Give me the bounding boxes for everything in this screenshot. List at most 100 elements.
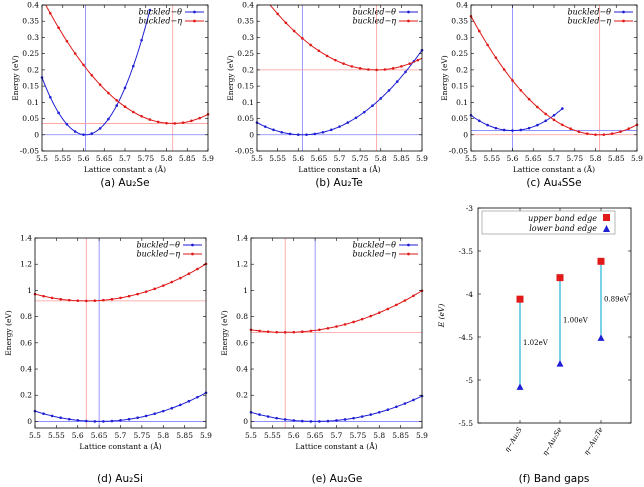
data-point (263, 125, 267, 128)
y-tick-label: 0.8 (20, 312, 32, 321)
y-tick-label: 0.1 (242, 98, 254, 107)
gap-label: 0.89eV (604, 296, 630, 304)
data-point (375, 68, 378, 72)
y-tick-label: -4.5 (459, 333, 474, 342)
x-tick-label: 5.8 (157, 431, 169, 440)
data-point (82, 133, 85, 136)
data-point (276, 12, 279, 16)
data-point (326, 326, 330, 330)
data-point (59, 416, 62, 420)
data-point (309, 420, 313, 423)
y-tick-label: 0.15 (237, 82, 254, 91)
legend-label: lower band edge (529, 224, 597, 233)
plot-frame (41, 4, 209, 152)
data-point (478, 29, 481, 33)
data-point (266, 330, 270, 333)
data-point (343, 323, 347, 326)
y-tick-label: 0.4 (236, 365, 248, 374)
data-point (536, 105, 539, 109)
x-axis-label: Lattice constant a (Å) (298, 165, 380, 174)
data-point (412, 294, 415, 298)
data-point (102, 420, 105, 423)
data-point (123, 86, 127, 90)
x-tick-label: 5.85 (392, 431, 409, 440)
data-point (181, 121, 185, 124)
data-point (136, 416, 139, 420)
x-tick-label: 5.55 (264, 431, 281, 440)
legend-marker (407, 19, 410, 23)
data-point (140, 115, 143, 118)
x-tick-label: 5.5 (251, 154, 263, 163)
y-tick-label: -5.5 (459, 419, 474, 428)
x-tick-label: 5.7 (548, 154, 560, 163)
data-point (334, 58, 337, 62)
y-tick-label: 0.2 (236, 391, 248, 400)
data-point (161, 409, 165, 413)
data-point (283, 418, 287, 421)
data-point (85, 419, 88, 423)
data-point (140, 38, 143, 42)
legend-label: buckled−θ (567, 8, 611, 17)
data-point (369, 413, 373, 416)
y-tick-label: 0.6 (236, 338, 248, 347)
data-point (98, 83, 102, 86)
y-tick-label: 0.35 (22, 17, 39, 26)
data-point (360, 415, 364, 418)
data-point (153, 412, 156, 415)
y-tick-label: 0.4 (20, 365, 32, 374)
x-tick-label: 5.85 (393, 154, 410, 163)
y-tick-label: 0.2 (456, 65, 468, 74)
data-point (412, 398, 415, 402)
data-point (585, 132, 589, 135)
data-point (179, 276, 182, 280)
data-point (90, 132, 94, 135)
x-tick-label: 5.75 (566, 154, 583, 163)
data-point (594, 133, 597, 136)
y-tick-label: 0.1 (456, 98, 468, 107)
x-axis-label: Lattice constant a (Å) (513, 165, 595, 174)
y-tick-label: 0.3 (242, 33, 254, 42)
data-point (73, 52, 77, 55)
data-point (42, 412, 45, 415)
data-point (292, 330, 296, 334)
y-axis-label: Energy (eV) (4, 310, 13, 356)
data-point (527, 126, 531, 130)
x-tick-label: 5.5 (36, 154, 48, 163)
data-point (301, 37, 304, 40)
data-point (127, 417, 131, 421)
x-tick-label: 5.65 (307, 431, 324, 440)
legend-label: buckled−θ (138, 8, 182, 17)
data-point (309, 43, 312, 47)
data-point (305, 133, 308, 136)
data-point (561, 107, 564, 110)
series-line-blue (471, 108, 563, 132)
panel-caption: (a) Au₂Se (100, 177, 149, 189)
y-tick-label: -3 (466, 204, 474, 213)
data-point (321, 130, 325, 134)
y-axis-label: Energy (eV) (11, 55, 20, 101)
data-point (119, 296, 122, 300)
data-point (275, 416, 278, 420)
data-point (196, 267, 199, 271)
data-point (275, 330, 278, 334)
x-tick-label: 5.8 (161, 154, 173, 163)
data-point (196, 395, 199, 399)
data-point (107, 117, 110, 121)
y-tick-label: 0.15 (22, 82, 39, 91)
legend-marker (191, 243, 194, 247)
data-point (338, 125, 341, 128)
data-point (360, 317, 364, 321)
data-point (93, 420, 97, 423)
data-point (329, 128, 333, 132)
data-point (50, 296, 54, 300)
y-tick-label: 0 (27, 417, 32, 426)
x-tick-label: 5.6 (72, 431, 84, 440)
data-point (408, 62, 411, 65)
data-point (478, 119, 481, 123)
data-point (317, 49, 321, 53)
y-tick-label: 0.05 (22, 114, 39, 123)
y-tick-label: 0.2 (27, 65, 39, 74)
y-tick-label: 0.25 (22, 49, 39, 58)
x-tick-label: 5.8 (375, 154, 387, 163)
legend-label: buckled−η (138, 17, 182, 26)
